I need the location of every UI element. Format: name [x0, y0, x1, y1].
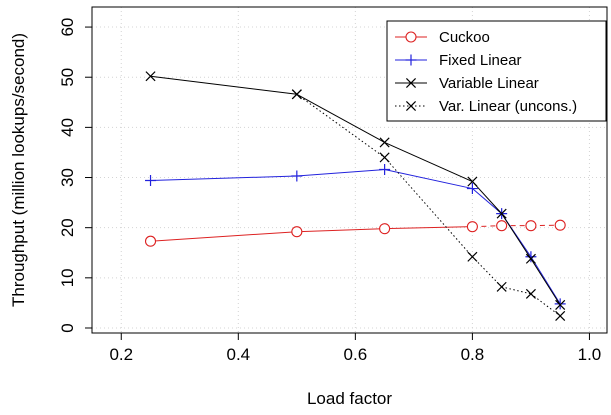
y-axis: 0 10 20 30 40 50 60	[58, 18, 92, 333]
data-point	[145, 71, 156, 82]
legend-label: Variable Linear	[439, 75, 539, 92]
y-axis-title: Throughput (million lookups/second)	[9, 33, 28, 307]
y-tick-label: 20	[58, 218, 77, 237]
legend-entry: Variable Linear	[395, 75, 539, 92]
series-line-segment	[384, 226, 473, 230]
legend-entry: Var. Linear (uncons.)	[395, 98, 577, 115]
legend-box	[386, 20, 607, 122]
series-fixed-linear	[145, 163, 566, 310]
data-point	[466, 183, 478, 195]
data-point	[496, 281, 507, 292]
x-tick-label: 0.4	[226, 345, 250, 364]
x-tick-label: 1.0	[578, 345, 602, 364]
y-tick-label: 60	[58, 18, 77, 37]
data-point	[525, 220, 537, 232]
data-point	[379, 223, 391, 235]
data-point	[379, 152, 390, 163]
series-line-segment	[150, 175, 297, 182]
data-point	[379, 137, 390, 148]
series-line-segment	[296, 93, 385, 158]
series-line-segment	[296, 168, 385, 177]
legend-entry: Fixed Linear	[395, 52, 522, 69]
series-variable-linear	[145, 71, 566, 310]
data-point	[555, 310, 566, 321]
y-tick-label: 50	[58, 68, 77, 87]
series-line-segment	[472, 181, 503, 214]
legend-label: Var. Linear (uncons.)	[439, 98, 577, 115]
series-line-segment	[472, 256, 503, 288]
series-line-segment	[384, 169, 473, 190]
series-line-segment	[150, 231, 297, 242]
series-line-segment	[296, 228, 385, 233]
y-tick-label: 30	[58, 168, 77, 187]
data-point	[525, 253, 536, 264]
legend-label: Cuckoo	[439, 29, 490, 46]
series-layer	[144, 71, 566, 321]
data-point	[379, 163, 391, 175]
data-point	[525, 288, 536, 299]
data-point	[144, 235, 157, 247]
data-point	[496, 220, 508, 232]
x-tick-label: 0.2	[109, 345, 133, 364]
x-axis: 0.2 0.4 0.6 0.8 1.0	[109, 333, 601, 364]
series-line-segment	[530, 258, 561, 306]
series-line-segment	[296, 93, 385, 143]
series-line-segment	[501, 213, 532, 260]
data-point	[496, 208, 507, 219]
series-line-segment	[501, 286, 532, 295]
data-point	[554, 298, 566, 310]
data-point	[466, 221, 478, 233]
x-tick-label: 0.8	[461, 345, 485, 364]
data-point	[291, 170, 303, 182]
legend-marker	[405, 31, 417, 43]
legend: Cuckoo Fixed Linear Variable Linear Var. Li…	[386, 20, 607, 122]
series-line-segment	[530, 256, 561, 305]
data-point	[291, 226, 303, 238]
legend-entry: Cuckoo	[395, 29, 490, 46]
y-tick-label: 40	[58, 118, 77, 137]
y-tick-label: 10	[58, 268, 77, 287]
data-point	[555, 299, 566, 310]
data-point	[145, 175, 157, 187]
legend-marker	[405, 54, 417, 66]
legend-marker	[405, 100, 417, 112]
x-axis-title: Load factor	[307, 389, 392, 408]
data-point	[467, 176, 478, 187]
legend-marker	[405, 77, 417, 89]
plot-frame	[91, 6, 608, 334]
series-line-segment	[384, 141, 473, 182]
data-point	[554, 219, 566, 231]
series-line-segment	[150, 75, 297, 95]
data-point	[525, 251, 537, 263]
y-tick-label: 0	[58, 323, 77, 332]
series-cuckoo	[144, 219, 566, 247]
series-var-linear-uncons	[291, 89, 566, 321]
legend-label: Fixed Linear	[439, 52, 522, 69]
data-point	[291, 89, 302, 100]
data-point	[467, 251, 478, 262]
x-tick-label: 0.6	[344, 345, 368, 364]
